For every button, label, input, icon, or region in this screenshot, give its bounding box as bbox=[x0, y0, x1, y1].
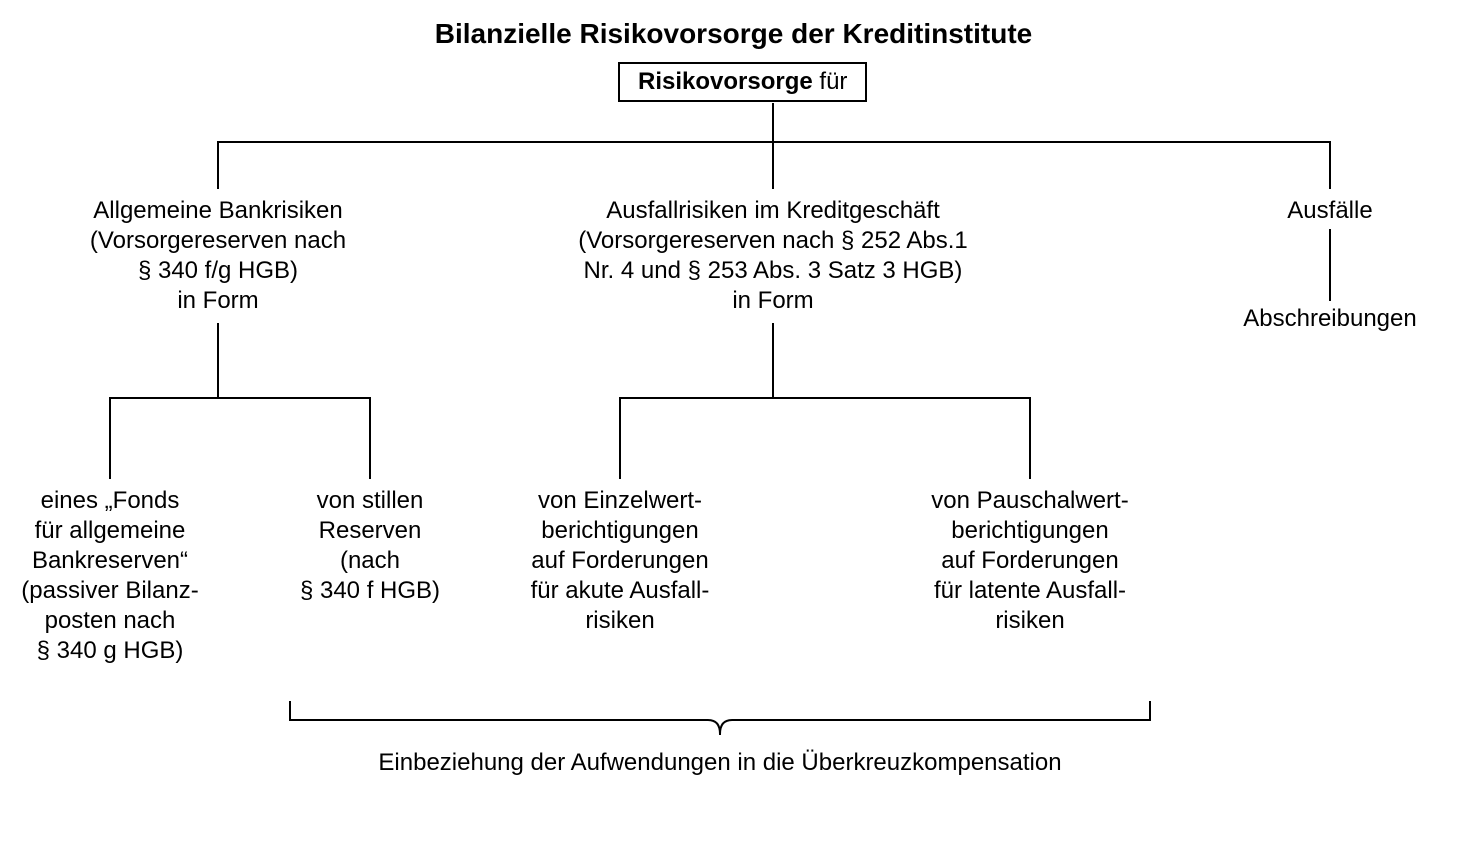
level1-node-ausfallrisiken: Ausfallrisiken im Kreditgeschäft(Vorsorg… bbox=[533, 196, 1013, 316]
brace-label-brace: Einbeziehung der Aufwendungen in die Übe… bbox=[270, 748, 1170, 778]
leaf-node-stille: von stillenReserven(nach§ 340 f HGB) bbox=[260, 486, 480, 606]
diagram-canvas: Bilanzielle Risikovorsorge der Kreditins… bbox=[0, 0, 1467, 841]
leaf-node-fonds: eines „Fondsfür allgemeineBankreserven“(… bbox=[0, 486, 230, 666]
connector-lines bbox=[0, 0, 1467, 841]
level1-node-bankrisiken: Allgemeine Bankrisiken(Vorsorgereserven … bbox=[48, 196, 388, 316]
level1-node-ausfaelle: Ausfälle bbox=[1230, 196, 1430, 226]
leaf-node-abschreibungen: Abschreibungen bbox=[1200, 304, 1460, 334]
leaf-node-einzelwert: von Einzelwert-berichtigungenauf Forderu… bbox=[500, 486, 740, 636]
leaf-node-pauschalwert: von Pauschalwert-berichtigungenauf Forde… bbox=[900, 486, 1160, 636]
